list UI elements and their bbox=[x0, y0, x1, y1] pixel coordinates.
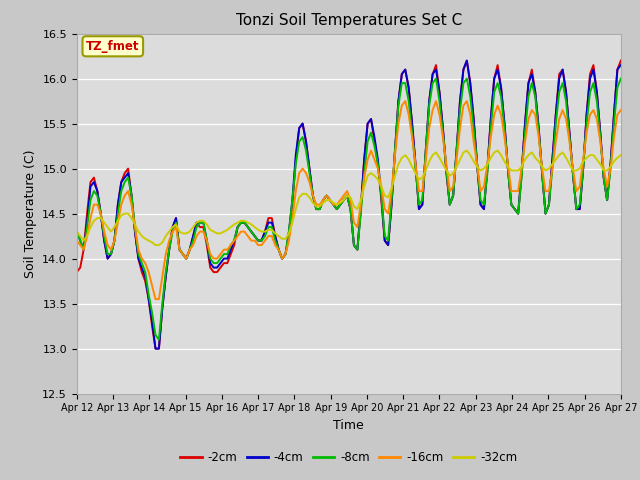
Y-axis label: Soil Temperature (C): Soil Temperature (C) bbox=[24, 149, 36, 278]
-16cm bbox=[378, 184, 385, 190]
-4cm bbox=[617, 62, 625, 68]
-32cm bbox=[463, 148, 470, 154]
-8cm bbox=[186, 247, 193, 252]
-32cm bbox=[617, 152, 625, 158]
-8cm bbox=[230, 238, 238, 243]
-2cm bbox=[186, 247, 193, 252]
X-axis label: Time: Time bbox=[333, 419, 364, 432]
-4cm bbox=[596, 130, 604, 135]
-16cm bbox=[525, 116, 532, 122]
-4cm bbox=[463, 58, 470, 63]
-16cm bbox=[73, 238, 81, 243]
-2cm bbox=[596, 130, 604, 135]
-2cm bbox=[429, 71, 436, 77]
-16cm bbox=[432, 98, 440, 104]
-8cm bbox=[378, 192, 385, 198]
Text: TZ_fmet: TZ_fmet bbox=[86, 40, 140, 53]
-32cm bbox=[378, 184, 385, 190]
-8cm bbox=[596, 134, 604, 140]
-8cm bbox=[432, 76, 440, 82]
-2cm bbox=[463, 58, 470, 63]
-2cm bbox=[230, 242, 238, 248]
Line: -32cm: -32cm bbox=[77, 151, 621, 245]
Line: -2cm: -2cm bbox=[77, 60, 621, 348]
-32cm bbox=[429, 152, 436, 158]
-4cm bbox=[525, 80, 532, 86]
-4cm bbox=[429, 71, 436, 77]
Line: -4cm: -4cm bbox=[77, 60, 621, 348]
-16cm bbox=[230, 238, 238, 243]
Line: -16cm: -16cm bbox=[77, 101, 621, 299]
-32cm bbox=[73, 228, 81, 234]
-16cm bbox=[617, 107, 625, 113]
-2cm bbox=[378, 197, 385, 203]
-4cm bbox=[152, 346, 159, 351]
-32cm bbox=[525, 152, 532, 158]
-32cm bbox=[230, 221, 238, 227]
-4cm bbox=[73, 228, 81, 234]
-2cm bbox=[73, 269, 81, 275]
Title: Tonzi Soil Temperatures Set C: Tonzi Soil Temperatures Set C bbox=[236, 13, 462, 28]
-4cm bbox=[230, 238, 238, 243]
-32cm bbox=[186, 228, 193, 234]
-32cm bbox=[596, 161, 604, 167]
Line: -8cm: -8cm bbox=[77, 79, 621, 339]
-16cm bbox=[186, 247, 193, 252]
-8cm bbox=[73, 228, 81, 234]
-8cm bbox=[617, 76, 625, 82]
-8cm bbox=[155, 336, 163, 342]
-2cm bbox=[525, 80, 532, 86]
-4cm bbox=[378, 192, 385, 198]
-16cm bbox=[401, 98, 409, 104]
Legend: -2cm, -4cm, -8cm, -16cm, -32cm: -2cm, -4cm, -8cm, -16cm, -32cm bbox=[175, 446, 522, 469]
-32cm bbox=[152, 242, 159, 248]
-2cm bbox=[152, 346, 159, 351]
-16cm bbox=[596, 139, 604, 144]
-16cm bbox=[152, 296, 159, 302]
-8cm bbox=[429, 80, 436, 86]
-8cm bbox=[525, 94, 532, 99]
-4cm bbox=[186, 247, 193, 252]
-2cm bbox=[617, 58, 625, 63]
